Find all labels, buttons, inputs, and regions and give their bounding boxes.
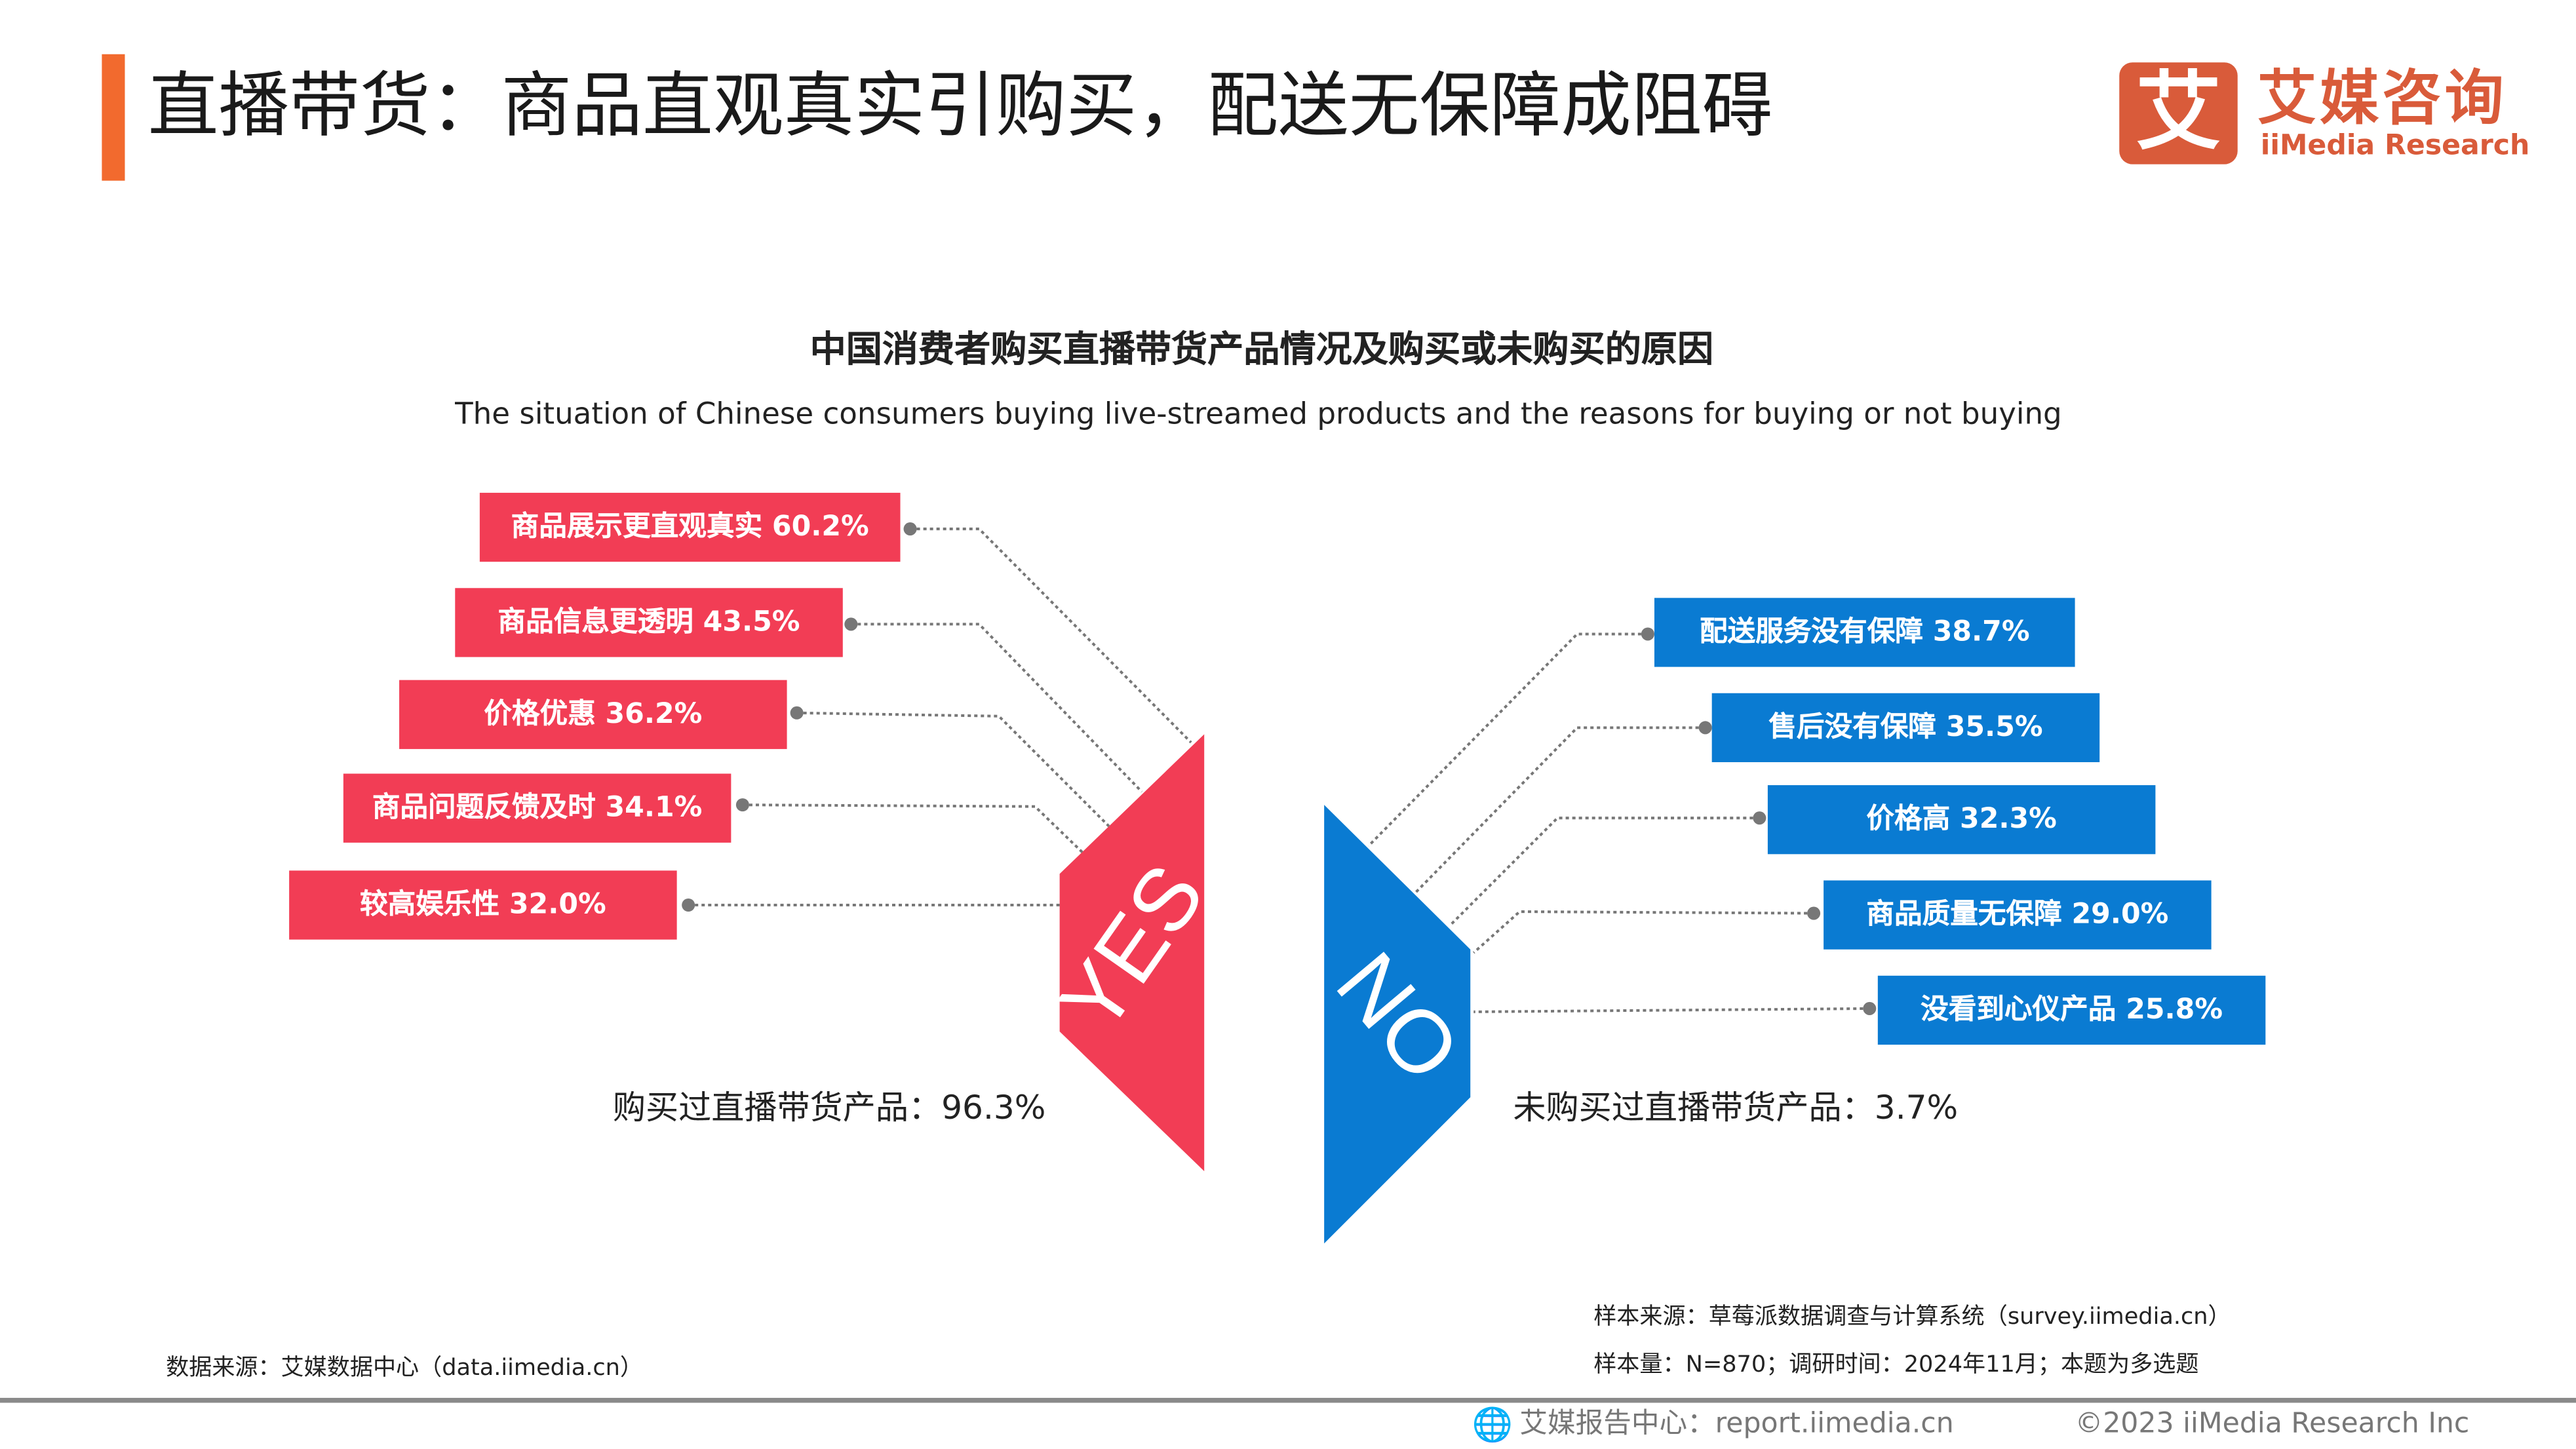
no-reason-bar: 价格高 32.3% <box>1767 785 2156 855</box>
connector-line <box>796 711 1110 828</box>
yes-reason-bar: 价格优惠 36.2% <box>399 680 787 749</box>
connector-dot <box>1863 1001 1877 1015</box>
data-source-note: 数据来源：艾媒数据中心（data.iimedia.cn） <box>166 1355 643 1381</box>
no-reason-bar: 商品质量无保障 29.0% <box>1824 880 2212 950</box>
no-reason-bar: 配送服务没有保障 38.7% <box>1654 598 2075 667</box>
connector-line <box>910 528 1192 744</box>
no-reason-bar: 售后没有保障 35.5% <box>1711 693 2100 762</box>
no-summary: 未购买过直播带货产品：3.7% <box>1513 1087 1959 1127</box>
sample-info-note: 样本量：N=870；调研时间：2024年11月；本题为多选题 <box>1593 1351 2199 1378</box>
logo-name-cn: 艾媒咨询 <box>2257 66 2507 134</box>
connector-line <box>1473 1007 1870 1013</box>
no-shape <box>1324 805 1471 1244</box>
copyright: ©2023 iiMedia Research Inc <box>2075 1407 2470 1441</box>
logo-name-en: iiMedia Research <box>2260 130 2530 163</box>
connector-dot <box>1807 906 1821 920</box>
connector-dot <box>1641 627 1654 641</box>
connector-line <box>1367 632 1648 847</box>
connector-dot <box>1753 811 1766 825</box>
footer-divider <box>0 1397 2576 1403</box>
connector-line <box>851 623 1143 793</box>
yes-summary: 购买过直播带货产品：96.3% <box>612 1087 1046 1127</box>
chart-subtitle: The situation of Chinese consumers buyin… <box>455 397 2062 433</box>
yes-reason-bar: 商品展示更直观真实 60.2% <box>479 492 901 562</box>
sample-source-note: 样本来源：草莓派数据调查与计算系统（survey.iimedia.cn） <box>1593 1304 2231 1331</box>
connector-dot <box>844 617 858 631</box>
chart-title: 中国消费者购买直播带货产品情况及购买或未购买的原因 <box>810 330 1714 372</box>
globe-icon: 🌐 <box>1472 1404 1513 1444</box>
connector-dot <box>735 798 749 812</box>
connector-dot <box>682 898 695 912</box>
yes-shape <box>1059 734 1205 1172</box>
logo-mark: 艾 <box>2119 62 2238 164</box>
connector-line <box>742 803 1085 855</box>
connector-line <box>1449 817 1760 926</box>
page-title: 直播带货：商品直观真实引购买，配送无保障成阻碍 <box>147 66 1773 148</box>
connector-line <box>1472 910 1814 954</box>
title-accent-bar <box>102 54 125 181</box>
connector-dot <box>903 522 917 536</box>
yes-reason-bar: 商品问题反馈及时 34.1% <box>343 773 732 843</box>
report-center-link[interactable]: 艾媒报告中心：report.iimedia.cn <box>1519 1407 1954 1441</box>
yes-reason-bar: 商品信息更透明 43.5% <box>455 588 843 657</box>
yes-reason-bar: 较高娱乐性 32.0% <box>289 870 677 940</box>
connector-dot <box>790 706 804 720</box>
connector-dot <box>1698 721 1712 735</box>
no-reason-bar: 没看到心仪产品 25.8% <box>1877 975 2266 1045</box>
